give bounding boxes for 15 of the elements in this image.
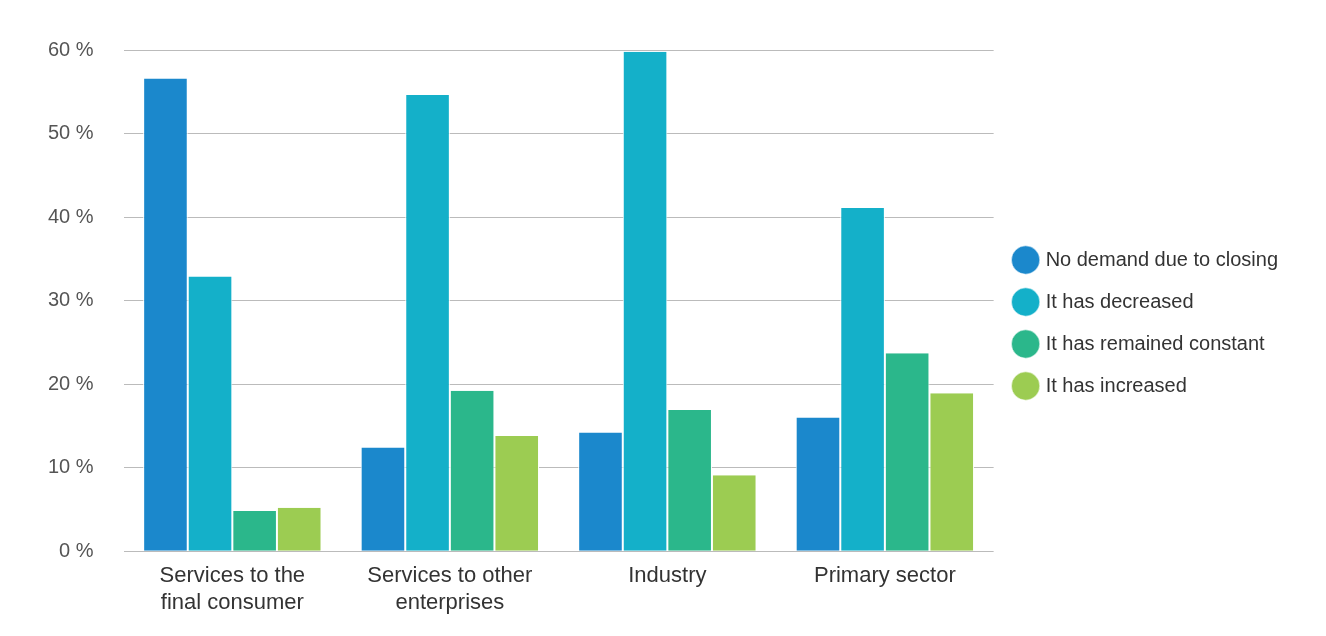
y-tick-label: 40 % [47, 204, 94, 227]
x-tick-label: Primary sector [813, 562, 956, 588]
y-tick-label: 10 % [47, 455, 94, 478]
legend-label: It has decreased [1045, 289, 1194, 312]
x-tick-label: Services to the final consumer [159, 562, 306, 614]
legend-label: No demand due to closing [1045, 247, 1278, 270]
y-tick-label: 0 % [59, 538, 94, 561]
x-tick-label: Industry [628, 562, 707, 588]
legend-label: It has increased [1045, 373, 1187, 396]
x-tick-label: Services to other enterprises [367, 562, 533, 614]
y-tick-label: 30 % [47, 288, 94, 311]
legend-label: It has remained constant [1045, 331, 1266, 354]
y-tick-label: 50 % [47, 121, 94, 144]
y-tick-label: 60 % [47, 37, 94, 60]
y-tick-label: 20 % [47, 371, 94, 394]
